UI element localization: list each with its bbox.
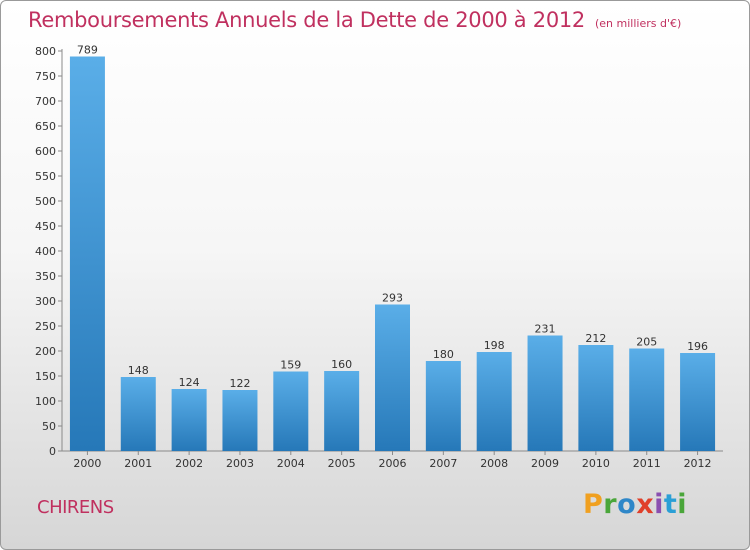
- bar-value-label: 231: [535, 323, 556, 336]
- x-tick-label: 2005: [328, 457, 356, 470]
- proxiti-logo: Proxiti: [583, 489, 688, 520]
- bar-2000: [69, 56, 105, 451]
- bar-chart: 0 50 100 150 200 250 300 350 400 450 500 550 600 650 7…: [35, 44, 723, 470]
- y-tick-label: 450: [35, 220, 56, 233]
- x-tick-label: 2003: [226, 457, 254, 470]
- chart-title-text: Remboursements Annuels de la Dette de 20…: [28, 8, 585, 32]
- y-tick-label: 800: [35, 45, 56, 58]
- x-tick-label: 2000: [73, 457, 101, 470]
- x-tick-label: 2007: [429, 457, 457, 470]
- x-tick-label: 2001: [124, 457, 152, 470]
- bar-2002: [171, 389, 207, 451]
- bar-2008: [476, 352, 512, 451]
- y-tick-label: 550: [35, 170, 56, 183]
- y-tick-label: 700: [35, 95, 56, 108]
- x-tick-label: 2002: [175, 457, 203, 470]
- bar-value-label: 122: [229, 377, 250, 390]
- bar-value-label: 180: [433, 348, 454, 361]
- bar-2003: [222, 390, 258, 451]
- y-tick-label: 300: [35, 295, 56, 308]
- city-name: CHIRENS: [37, 497, 114, 518]
- y-tick-label: 350: [35, 270, 56, 283]
- x-tick-label: 2012: [684, 457, 712, 470]
- x-tick-label: 2006: [379, 457, 407, 470]
- bar-value-label: 148: [128, 364, 149, 377]
- y-tick-label: 50: [42, 420, 56, 433]
- bar-2010: [578, 345, 614, 451]
- bar-value-label: 198: [484, 339, 505, 352]
- bar-2007: [425, 361, 461, 451]
- bar-value-label: 196: [687, 340, 708, 353]
- chart-title: Remboursements Annuels de la Dette de 20…: [28, 8, 681, 32]
- chart-subtitle: (en milliers d'€): [595, 17, 682, 30]
- bar-2005: [324, 371, 360, 451]
- x-tick-label: 2008: [480, 457, 508, 470]
- bar-value-label: 159: [280, 359, 301, 372]
- x-tick-label: 2004: [277, 457, 305, 470]
- y-tick-label: 650: [35, 120, 56, 133]
- bar-value-label: 160: [331, 358, 352, 371]
- y-tick-label: 600: [35, 145, 56, 158]
- y-tick-label: 250: [35, 320, 56, 333]
- bar-2006: [375, 304, 410, 451]
- y-tick-label: 200: [35, 345, 56, 358]
- bar-2004: [273, 371, 309, 451]
- x-tick-label: 2011: [633, 457, 661, 470]
- bar-value-label: 205: [636, 336, 657, 349]
- bar-2011: [629, 348, 665, 451]
- bar-value-label: 293: [382, 292, 403, 305]
- y-tick-label: 750: [35, 70, 56, 83]
- bar-2012: [680, 353, 716, 451]
- y-tick-label: 100: [35, 395, 56, 408]
- bar-value-label: 212: [585, 332, 606, 345]
- y-tick-label: 400: [35, 245, 56, 258]
- y-tick-label: 0: [49, 445, 56, 458]
- x-tick-label: 2010: [582, 457, 610, 470]
- y-tick-label: 500: [35, 195, 56, 208]
- bar-2001: [120, 377, 156, 451]
- y-tick-label: 150: [35, 370, 56, 383]
- bar-2009: [527, 335, 563, 451]
- bar-value-label: 124: [179, 376, 200, 389]
- x-tick-label: 2009: [531, 457, 559, 470]
- bar-value-label: 789: [77, 44, 98, 57]
